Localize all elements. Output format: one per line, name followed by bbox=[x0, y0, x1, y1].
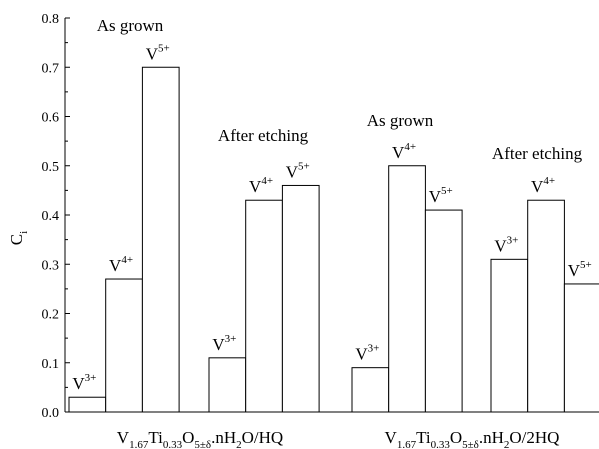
group-label: As grown bbox=[97, 16, 164, 35]
group-label: As grown bbox=[367, 111, 434, 130]
y-tick-label: 0.5 bbox=[42, 160, 60, 175]
y-tick-label: 0.2 bbox=[42, 308, 60, 323]
group-label: After etching bbox=[218, 126, 309, 145]
y-tick-label: 0.4 bbox=[42, 209, 60, 224]
group-label: After etching bbox=[492, 144, 583, 163]
y-axis-label-main: C bbox=[7, 234, 26, 245]
bar-ion-label: V4+ bbox=[392, 141, 416, 162]
bar-ion-label: V3+ bbox=[72, 372, 96, 393]
y-axis-label: Ci bbox=[7, 231, 30, 245]
sample-label: V1.67Ti0.33O5±δ.nH2O/HQ bbox=[117, 428, 283, 449]
bar bbox=[490, 258, 529, 413]
bar bbox=[105, 278, 143, 413]
bar-ion-label: V5+ bbox=[568, 259, 592, 280]
bar-ion-label: V5+ bbox=[429, 185, 453, 206]
bar bbox=[245, 199, 283, 413]
bar bbox=[281, 184, 320, 413]
bar-ion-label: V4+ bbox=[109, 254, 133, 275]
bar bbox=[351, 367, 390, 413]
labels: V3+ V4+ V5+ As grown V3+ V4+ V5+ After etching V… bbox=[72, 16, 591, 449]
bar bbox=[563, 283, 599, 413]
y-tick-label: 0.1 bbox=[42, 357, 60, 372]
sample-label: V1.67Ti0.33O5±δ.nH2O/2HQ bbox=[385, 428, 560, 449]
y-tick-label: 0.7 bbox=[42, 61, 60, 76]
y-tick-label: 0.0 bbox=[42, 406, 60, 421]
bar-ion-label: V3+ bbox=[355, 343, 379, 364]
y-axis-label-subscript: i bbox=[18, 231, 30, 234]
bar-ion-label: V4+ bbox=[531, 175, 555, 196]
bar bbox=[208, 357, 247, 413]
bar-ion-label: V3+ bbox=[494, 234, 518, 255]
bar-ion-label: V4+ bbox=[249, 175, 273, 196]
bar bbox=[388, 165, 426, 413]
bar-ion-label: V5+ bbox=[146, 42, 170, 63]
bar bbox=[527, 199, 565, 413]
y-tick-label: 0.3 bbox=[42, 258, 60, 273]
bar-ion-label: V5+ bbox=[286, 160, 310, 181]
bar bbox=[424, 209, 463, 413]
bar bbox=[68, 396, 107, 413]
bars bbox=[68, 66, 599, 413]
y-tick-label: 0.6 bbox=[42, 111, 60, 126]
bar-ion-label: V3+ bbox=[212, 333, 236, 354]
bar bbox=[141, 66, 180, 413]
y-tick-label: 0.8 bbox=[42, 12, 60, 27]
